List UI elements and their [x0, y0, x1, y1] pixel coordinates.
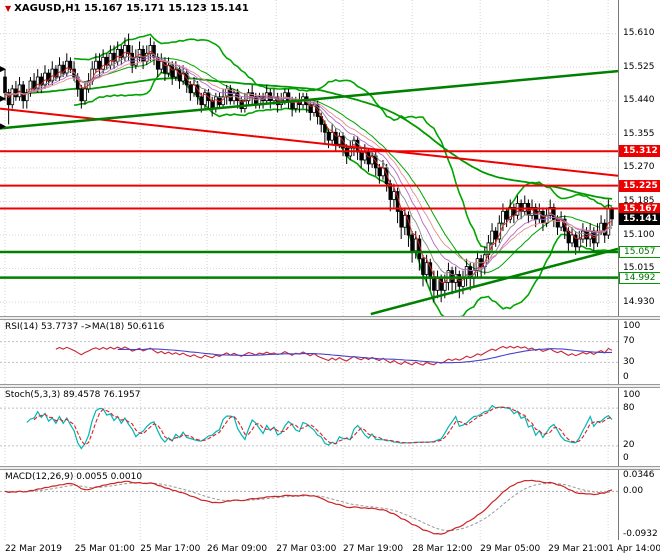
stoch-row: Stoch(5,3,3) 89.4578 76.1957 100 80 20 0: [0, 388, 660, 466]
price-axis-label: 0: [623, 452, 629, 463]
time-axis-label: 27 Mar 19:00: [342, 544, 404, 554]
price-line-tag: 15.167: [619, 202, 660, 215]
price-axis-label: 15.270: [623, 162, 655, 173]
price-axis-label: 15.100: [623, 229, 655, 240]
time-axis-label: 28 Mar 12:00: [412, 544, 473, 554]
price-line-tag: 14.992: [619, 271, 660, 284]
price-axis-label: -0.0932: [623, 529, 658, 540]
time-axis[interactable]: 22 Mar 2019 25 Mar 01:00 25 Mar 17:00 26 Ma…: [0, 540, 660, 560]
candlestick-chart-canvas[interactable]: [0, 0, 618, 316]
panel-resize-handle[interactable]: [0, 466, 660, 470]
price-axis-label: 30: [623, 356, 635, 367]
price-axis-label: 0.00: [623, 485, 644, 496]
panel-resize-handle[interactable]: [0, 384, 660, 388]
panel-resize-handle[interactable]: [0, 316, 660, 320]
rsi-scale[interactable]: 100 70 30 0: [618, 320, 660, 384]
symbol-arrow-icon: ▼: [5, 4, 12, 13]
time-axis-label: 29 Mar 05:00: [480, 544, 541, 554]
rsi-panel[interactable]: RSI(14) 53.7737 ->MA(18) 50.6116: [0, 320, 618, 384]
price-axis-label: 100: [623, 320, 641, 331]
rsi-row: RSI(14) 53.7737 ->MA(18) 50.6116 100 70 30…: [0, 320, 660, 384]
chart-title: ▼ XAGUSD,H1 15.167 15.171 15.123 15.141: [5, 3, 249, 14]
price-scale[interactable]: 15.610 15.525 15.440 15.355 15.270 15.185 15.1…: [618, 0, 660, 316]
price-axis-label: 20: [623, 440, 635, 451]
current-price-tag: 15.141: [619, 212, 660, 225]
price-line-tag: 15.312: [619, 145, 660, 158]
price-line-tag: 15.057: [619, 246, 660, 258]
macd-row: MACD(12,26,9) 0.0055 0.0010 0.0346 0.00 -0…: [0, 470, 660, 540]
price-axis-label: 15.185: [623, 195, 655, 206]
main-chart[interactable]: ▼ XAGUSD,H1 15.167 15.171 15.123 15.141: [0, 0, 618, 316]
rsi-canvas[interactable]: [0, 320, 618, 384]
price-axis-label: 70: [623, 336, 635, 347]
price-axis-label: 15.355: [623, 128, 655, 139]
time-axis-label: 26 Mar 09:00: [207, 544, 268, 554]
price-axis-label: 15.610: [623, 28, 655, 39]
price-axis-label: 0.0346: [623, 469, 655, 480]
price-axis-label: 100: [623, 390, 641, 401]
time-axis-label: 27 Mar 03:00: [276, 544, 337, 554]
time-axis-label: 25 Mar 01:00: [74, 544, 135, 554]
stochastic-label: Stoch(5,3,3) 89.4578 76.1957: [5, 390, 141, 400]
price-axis-label: 0: [623, 372, 629, 383]
macd-label: MACD(12,26,9) 0.0055 0.0010: [5, 472, 143, 482]
macd-panel[interactable]: MACD(12,26,9) 0.0055 0.0010: [0, 470, 618, 540]
time-axis-label: 29 Mar 21:00: [548, 544, 609, 554]
price-axis-label: 15.525: [623, 61, 655, 72]
stochastic-scale[interactable]: 100 80 20 0: [618, 388, 660, 466]
time-axis-label: 22 Mar 2019: [4, 544, 62, 554]
main-chart-row: ▼ XAGUSD,H1 15.167 15.171 15.123 15.141 1…: [0, 0, 660, 316]
price-axis-label: 14.930: [623, 296, 655, 307]
price-axis-label: 80: [623, 402, 635, 413]
stochastic-panel[interactable]: Stoch(5,3,3) 89.4578 76.1957: [0, 388, 618, 466]
trendline-anchor-icon: [0, 123, 6, 130]
price-axis-label: 15.440: [623, 95, 655, 106]
price-axis-label: 15.015: [623, 263, 655, 274]
chart-symbol-label: XAGUSD,H1: [14, 3, 81, 14]
rsi-label: RSI(14) 53.7737 ->MA(18) 50.6116: [5, 322, 165, 332]
macd-scale[interactable]: 0.0346 0.00 -0.0932: [618, 470, 660, 540]
chart-ohlc-label: 15.167 15.171 15.123 15.141: [84, 3, 249, 14]
price-line-tag: 15.225: [619, 179, 660, 192]
stochastic-canvas[interactable]: [0, 388, 618, 466]
time-axis-label: 25 Mar 17:00: [140, 544, 201, 554]
trendline-anchor-icon: [0, 66, 6, 73]
trendline-anchor-icon: [0, 95, 6, 102]
macd-canvas[interactable]: [0, 470, 618, 540]
time-axis-label: 1 Apr 14:00: [608, 544, 660, 554]
